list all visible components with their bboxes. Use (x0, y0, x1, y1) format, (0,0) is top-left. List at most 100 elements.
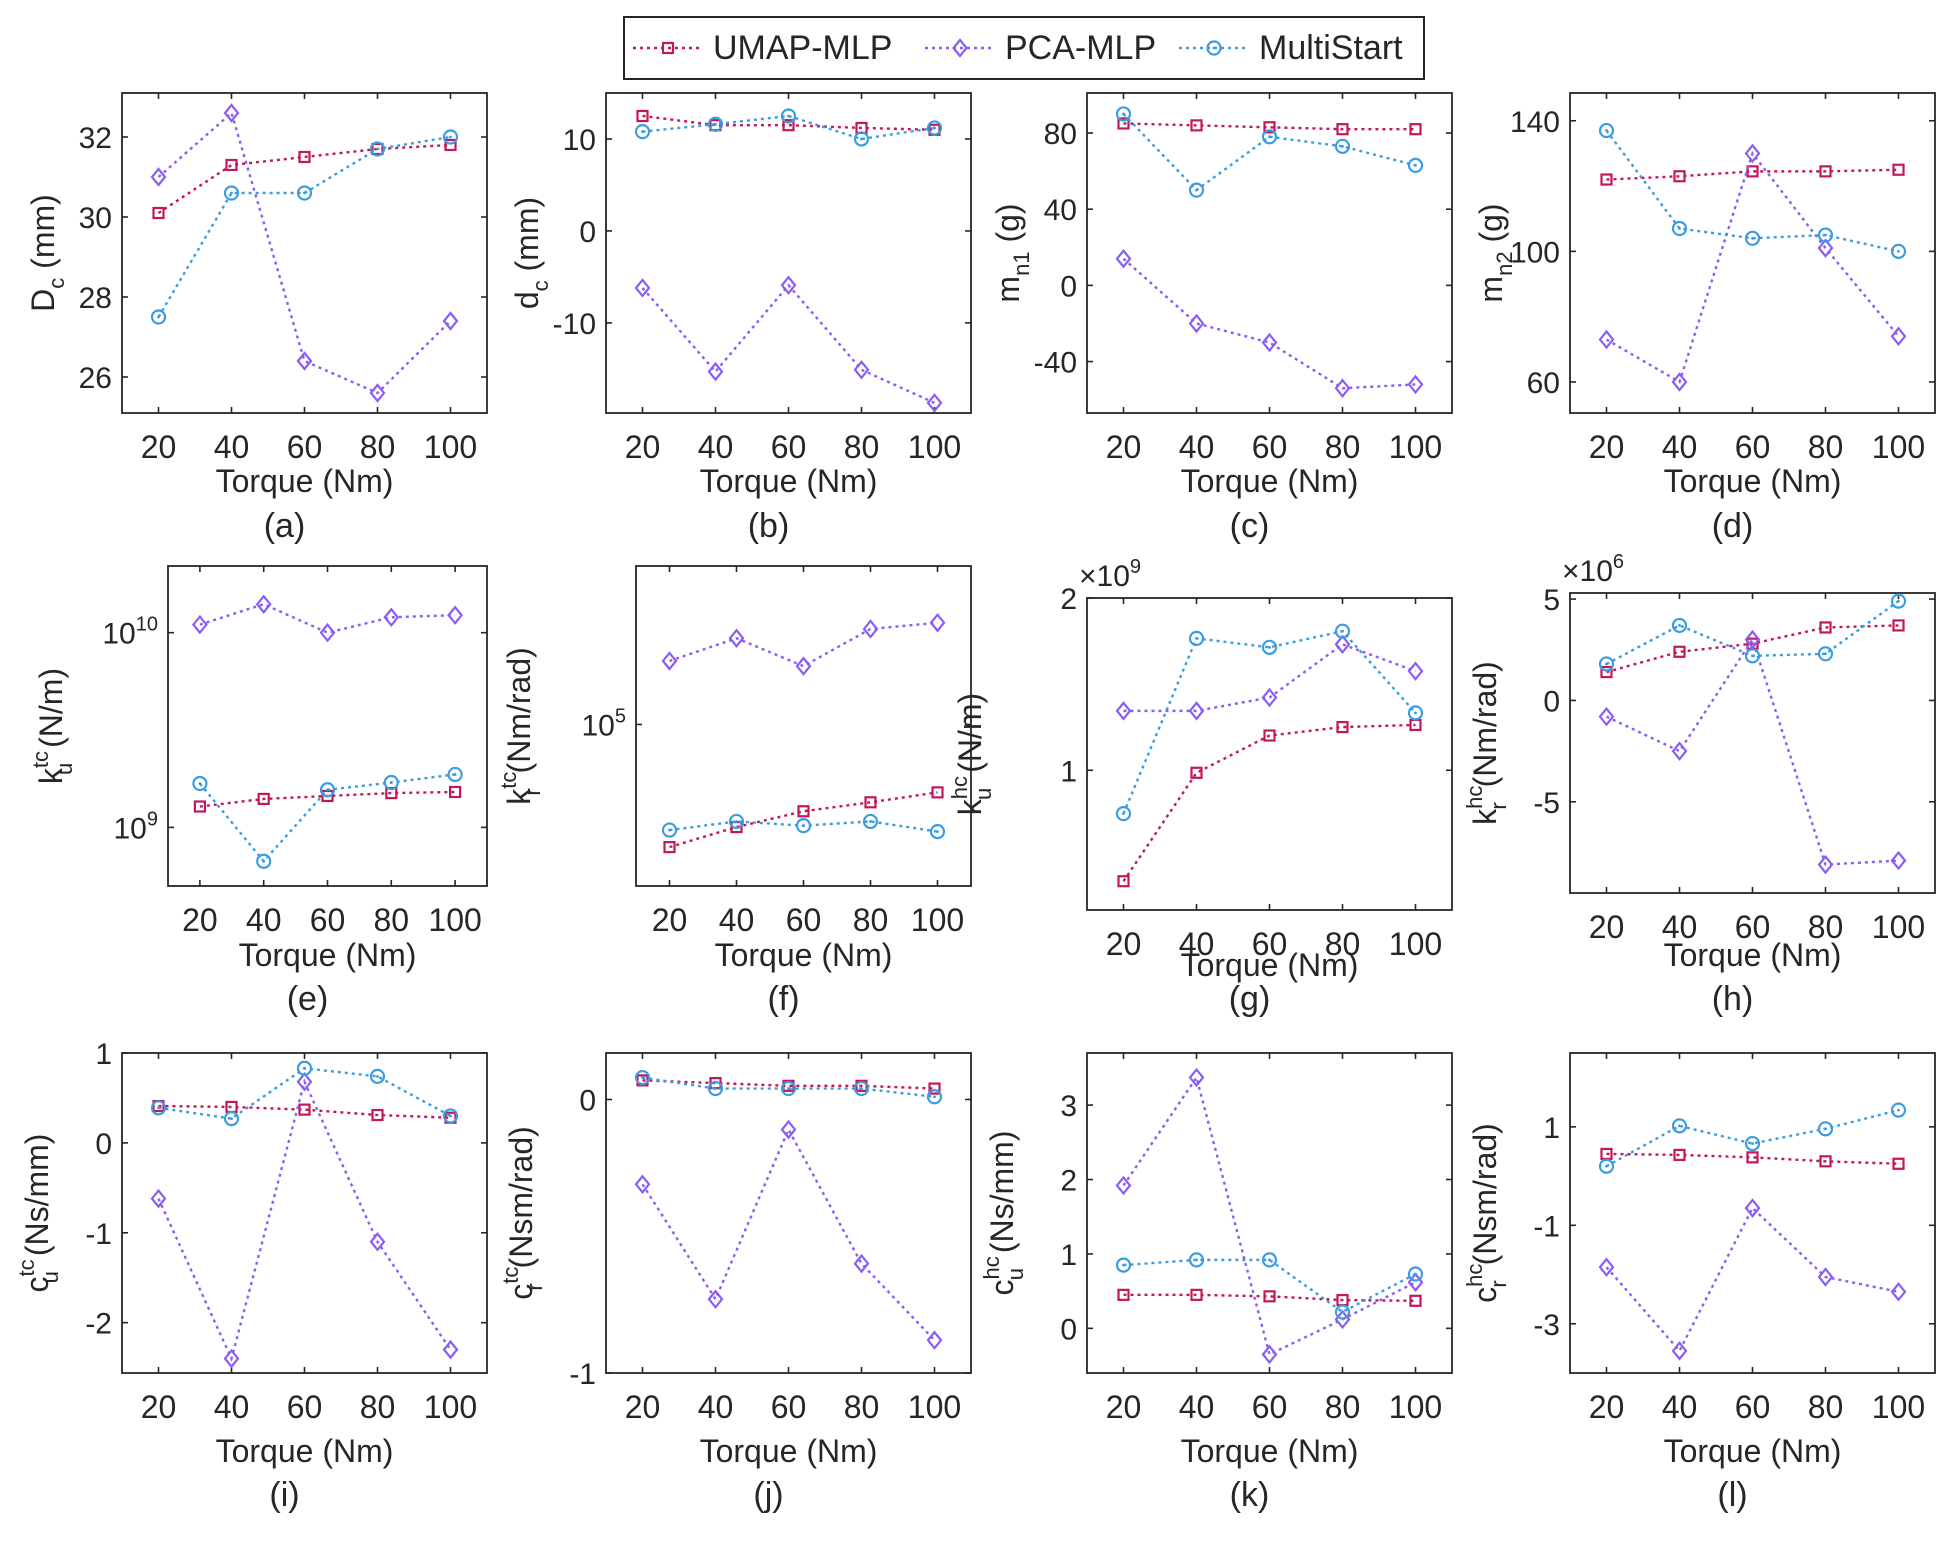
marker-dot (326, 788, 329, 792)
marker-dot (1897, 599, 1900, 603)
data-point-umap-mlp (298, 1103, 311, 1116)
legend-marker (1206, 40, 1222, 56)
data-point-multistart (369, 1068, 386, 1084)
data-point-multistart (707, 1080, 724, 1097)
x-tick-label: 20 (1106, 926, 1142, 962)
data-point-umap-mlp (298, 150, 311, 164)
y-tick-label: -5 (1533, 787, 1560, 820)
y-tick-label: 2 (1060, 1165, 1077, 1198)
y-tick-label: 32 (79, 122, 112, 155)
y-tick-label: 1010 (102, 614, 158, 651)
data-point-pca-mlp (1188, 701, 1205, 721)
data-point-multistart (1890, 1102, 1907, 1118)
marker-ring (1744, 648, 1761, 664)
panel-l: 20 40 60 80 100 -3 -1 1 Torque (Nm) (l) chcr (Nsm/… (1462, 1052, 1936, 1514)
data-point-umap-mlp (449, 785, 462, 799)
data-point-pca-mlp (1817, 238, 1834, 258)
marker-ring (369, 1068, 386, 1084)
marker-ring (1334, 138, 1351, 154)
x-tick-label: 100 (1389, 926, 1442, 962)
y-tick-label: 140 (1510, 106, 1560, 139)
marker-dot (933, 126, 936, 130)
data-point-pca-mlp (1334, 634, 1351, 655)
x-tick-label: 100 (1872, 909, 1925, 945)
x-tick-label: 40 (698, 429, 734, 465)
data-point-pca-mlp (1188, 1067, 1205, 1088)
data-point-umap-mlp (1409, 1294, 1422, 1307)
x-axis-label: Torque (Nm) (700, 1433, 878, 1469)
marker-dot (1341, 629, 1344, 633)
x-tick-label: 100 (424, 429, 477, 465)
data-point-pca-mlp (1744, 1198, 1761, 1218)
x-tick-label: 100 (1389, 429, 1442, 465)
data-point-umap-mlp (152, 206, 165, 220)
data-point-umap-mlp (1263, 1290, 1276, 1303)
x-tick-label: 100 (1872, 1389, 1925, 1425)
y-tick-label: -1 (1533, 1210, 1560, 1243)
marker-dot (1195, 636, 1198, 640)
data-point-multistart (780, 1080, 797, 1097)
data-point-multistart (1115, 1257, 1132, 1273)
x-tick-label: 60 (1252, 1389, 1288, 1425)
plot-area (605, 92, 972, 414)
marker-ring (1671, 617, 1688, 634)
panel-caption: (j) (753, 1476, 783, 1514)
legend-label: UMAP-MLP (713, 29, 892, 67)
data-point-umap-mlp (371, 1108, 384, 1122)
marker-dot (787, 114, 790, 118)
marker-dot (376, 147, 379, 151)
y-tick-label: 10 (563, 124, 596, 157)
series-line-multistart (1122, 113, 1416, 192)
marker-dot (1195, 1258, 1198, 1262)
y-axis-label: chcr (Nsm/rad) (1462, 1123, 1511, 1303)
data-point-multistart (926, 120, 943, 136)
data-point-multistart (1744, 230, 1761, 246)
data-point-pca-mlp (926, 1330, 943, 1350)
data-point-pca-mlp (853, 1253, 870, 1274)
y-tick-label: 1 (1060, 755, 1077, 788)
data-point-pca-mlp (780, 275, 797, 295)
marker-dot (714, 1087, 717, 1090)
marker-ring (256, 853, 272, 869)
data-point-pca-mlp (634, 1174, 651, 1195)
marker-ring (780, 1080, 797, 1097)
y-axis-label: Dc (mm) (25, 194, 69, 312)
data-point-umap-mlp (864, 796, 877, 809)
marker-dot (157, 315, 160, 319)
data-point-pca-mlp (862, 619, 879, 639)
marker-ring (1261, 639, 1278, 655)
data-point-pca-mlp (369, 1232, 386, 1252)
x-tick-label: 40 (1662, 909, 1698, 945)
x-axis-label: Torque (Nm) (1181, 1433, 1359, 1469)
data-point-multistart (728, 813, 745, 830)
data-point-multistart (634, 1070, 651, 1086)
y-tick-label: -3 (1533, 1309, 1560, 1342)
data-point-multistart (442, 1108, 459, 1124)
plot-area (167, 565, 488, 887)
data-point-umap-mlp (1746, 1151, 1759, 1164)
data-point-multistart (383, 774, 399, 791)
data-point-multistart (1407, 1266, 1424, 1282)
data-point-pca-mlp (1598, 706, 1615, 727)
data-point-umap-mlp (928, 1082, 941, 1095)
data-point-umap-mlp (1819, 621, 1832, 634)
legend-item: MultiStart (1179, 29, 1403, 67)
data-point-umap-mlp (257, 792, 270, 806)
data-point-multistart (1598, 656, 1615, 672)
y-axis-label: khcr (Nm/rad) (1462, 661, 1511, 825)
marker-dot (376, 1074, 379, 1078)
series-line-pca-mlp (1122, 257, 1416, 390)
marker-ring (926, 120, 943, 136)
panel-caption: (k) (1230, 1476, 1270, 1514)
marker-ring (319, 782, 336, 798)
y-axis-label: ktcr (Nm/rad) (496, 647, 545, 805)
marker-dot (453, 773, 457, 776)
x-tick-label: 20 (1589, 909, 1625, 945)
data-point-umap-mlp (782, 119, 795, 132)
panel-caption: (b) (748, 507, 790, 545)
marker-ring (926, 1089, 943, 1105)
marker-ring (1744, 230, 1761, 246)
x-tick-label: 40 (1179, 926, 1215, 962)
marker-dot (1414, 163, 1417, 167)
